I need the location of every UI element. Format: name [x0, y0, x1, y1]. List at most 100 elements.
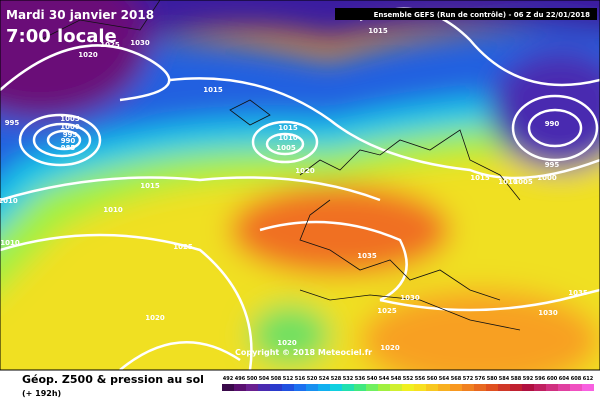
isobar-label: 1020: [78, 51, 98, 59]
colorbar-label: 608: [571, 376, 582, 382]
colorbar-label: 492: [223, 376, 234, 382]
run: Ensemble GEFS (Run de contrôle) - 06 Z d…: [374, 11, 591, 19]
colorbar-label: 516: [295, 376, 306, 382]
isobar-label: 1030: [130, 39, 150, 47]
isobar-label: 1005: [60, 115, 80, 123]
colorbar-label: 500: [247, 376, 258, 382]
colorbar-cell: [222, 384, 234, 391]
colorbar-cell: [582, 384, 594, 391]
footer-title: Géop. Z500 & pression au sol: [22, 373, 204, 386]
isobar-label: 1015: [368, 27, 388, 35]
colorbar-label: 524: [319, 376, 330, 382]
isobar-label: 1030: [538, 309, 558, 317]
colorbar-cell: [498, 384, 510, 391]
colorbar-label: 580: [487, 376, 498, 382]
colorbar-cell: [330, 384, 342, 391]
isobar-label: 985: [61, 144, 76, 152]
colorbar-label: 552: [403, 376, 414, 382]
colorbar-label: 512: [283, 376, 294, 382]
colorbar-label: 540: [367, 376, 378, 382]
isobar-label: 1035: [568, 289, 588, 297]
colorbar-label: 508: [271, 376, 282, 382]
colorbar-label: 544: [379, 376, 390, 382]
isobar-label: 1010: [0, 197, 18, 205]
isobar-label: 1010: [0, 239, 20, 247]
isobar-label: 1020: [145, 314, 165, 322]
colorbar-cell: [462, 384, 474, 391]
colorbar-cell: [414, 384, 426, 391]
colorbar-cell: [342, 384, 354, 391]
isobar-label: 1035: [357, 252, 377, 260]
run-box: [335, 8, 597, 20]
colorbar-label: 504: [259, 376, 270, 382]
colorbar-label: 576: [475, 376, 486, 382]
colorbar-label: 548: [391, 376, 402, 382]
isobar-label: 995: [63, 131, 78, 139]
isobar-label: 1010: [498, 178, 518, 186]
colorbar-label: 612: [583, 376, 594, 382]
isobar-label: 1020: [380, 344, 400, 352]
colorbar-cell: [474, 384, 486, 391]
colorbar-label: 520: [307, 376, 318, 382]
isobar-label: 995: [5, 119, 20, 127]
isobar-label: 1015: [203, 86, 223, 94]
colorbar-cell: [354, 384, 366, 391]
colorbar-cell: [282, 384, 294, 391]
isobar-label: 1005: [513, 178, 533, 186]
time: 7:00 locale: [6, 26, 117, 47]
isobar-label: 1015: [278, 124, 298, 132]
isobar-label: 1010: [103, 206, 123, 214]
isobar-label: 1000: [60, 123, 80, 131]
colorbar-cell: [294, 384, 306, 391]
colorbar-cell: [378, 384, 390, 391]
colorbar-cell: [570, 384, 582, 391]
isobar-label: 990: [545, 120, 560, 128]
isobar-label: 1025: [100, 41, 120, 49]
isobar-label: 1015: [470, 174, 490, 182]
colorbar-cell: [438, 384, 450, 391]
colorbar-cell: [306, 384, 318, 391]
colorbar-label: 600: [547, 376, 558, 382]
isobar-label: 1000: [537, 174, 557, 182]
colorbar-label: 584: [499, 376, 510, 382]
colorbar-cell: [246, 384, 258, 391]
isobar-label: 995: [545, 161, 560, 169]
colorbar-label: 528: [331, 376, 342, 382]
colorbar-cell: [234, 384, 246, 391]
colorbar-label: 536: [355, 376, 366, 382]
colorbar-cell: [426, 384, 438, 391]
isobar-label: 1030: [400, 294, 420, 302]
colorbar-label: 568: [451, 376, 462, 382]
isobar-label: 1025: [377, 307, 397, 315]
colorbar-cell: [546, 384, 558, 391]
colorbar-label: 496: [235, 376, 246, 382]
colorbar-label: 596: [535, 376, 546, 382]
colorbar-label: 592: [523, 376, 534, 382]
colorbar-label: 588: [511, 376, 522, 382]
footer-lead: (+ 192h): [22, 389, 61, 398]
copyright: Copyright © 2018 Meteociel.fr: [235, 348, 372, 357]
colorbar-label: 604: [559, 376, 570, 382]
colorbar-label: 560: [427, 376, 438, 382]
colorbar-cell: [450, 384, 462, 391]
isobar-label: 1010: [278, 134, 298, 142]
colorbar-cell: [270, 384, 282, 391]
colorbar-cell: [534, 384, 546, 391]
isobar-label: 1020: [277, 339, 297, 347]
isobar-label: 1015: [140, 182, 160, 190]
colorbar-label: 564: [439, 376, 450, 382]
date: Mardi 30 janvier 2018: [6, 8, 154, 22]
colorbar-cell: [318, 384, 330, 391]
colorbar-cell: [390, 384, 402, 391]
colorbar-label: 532: [343, 376, 354, 382]
colorbar-cell: [366, 384, 378, 391]
colorbar-cell: [522, 384, 534, 391]
colorbar-cell: [486, 384, 498, 391]
colorbar-label: 572: [463, 376, 474, 382]
colorbar-cell: [510, 384, 522, 391]
colorbar-cell: [402, 384, 414, 391]
colorbar-cell: [258, 384, 270, 391]
isobar-label: 990: [61, 137, 76, 145]
isobar-label: 1005: [276, 144, 296, 152]
